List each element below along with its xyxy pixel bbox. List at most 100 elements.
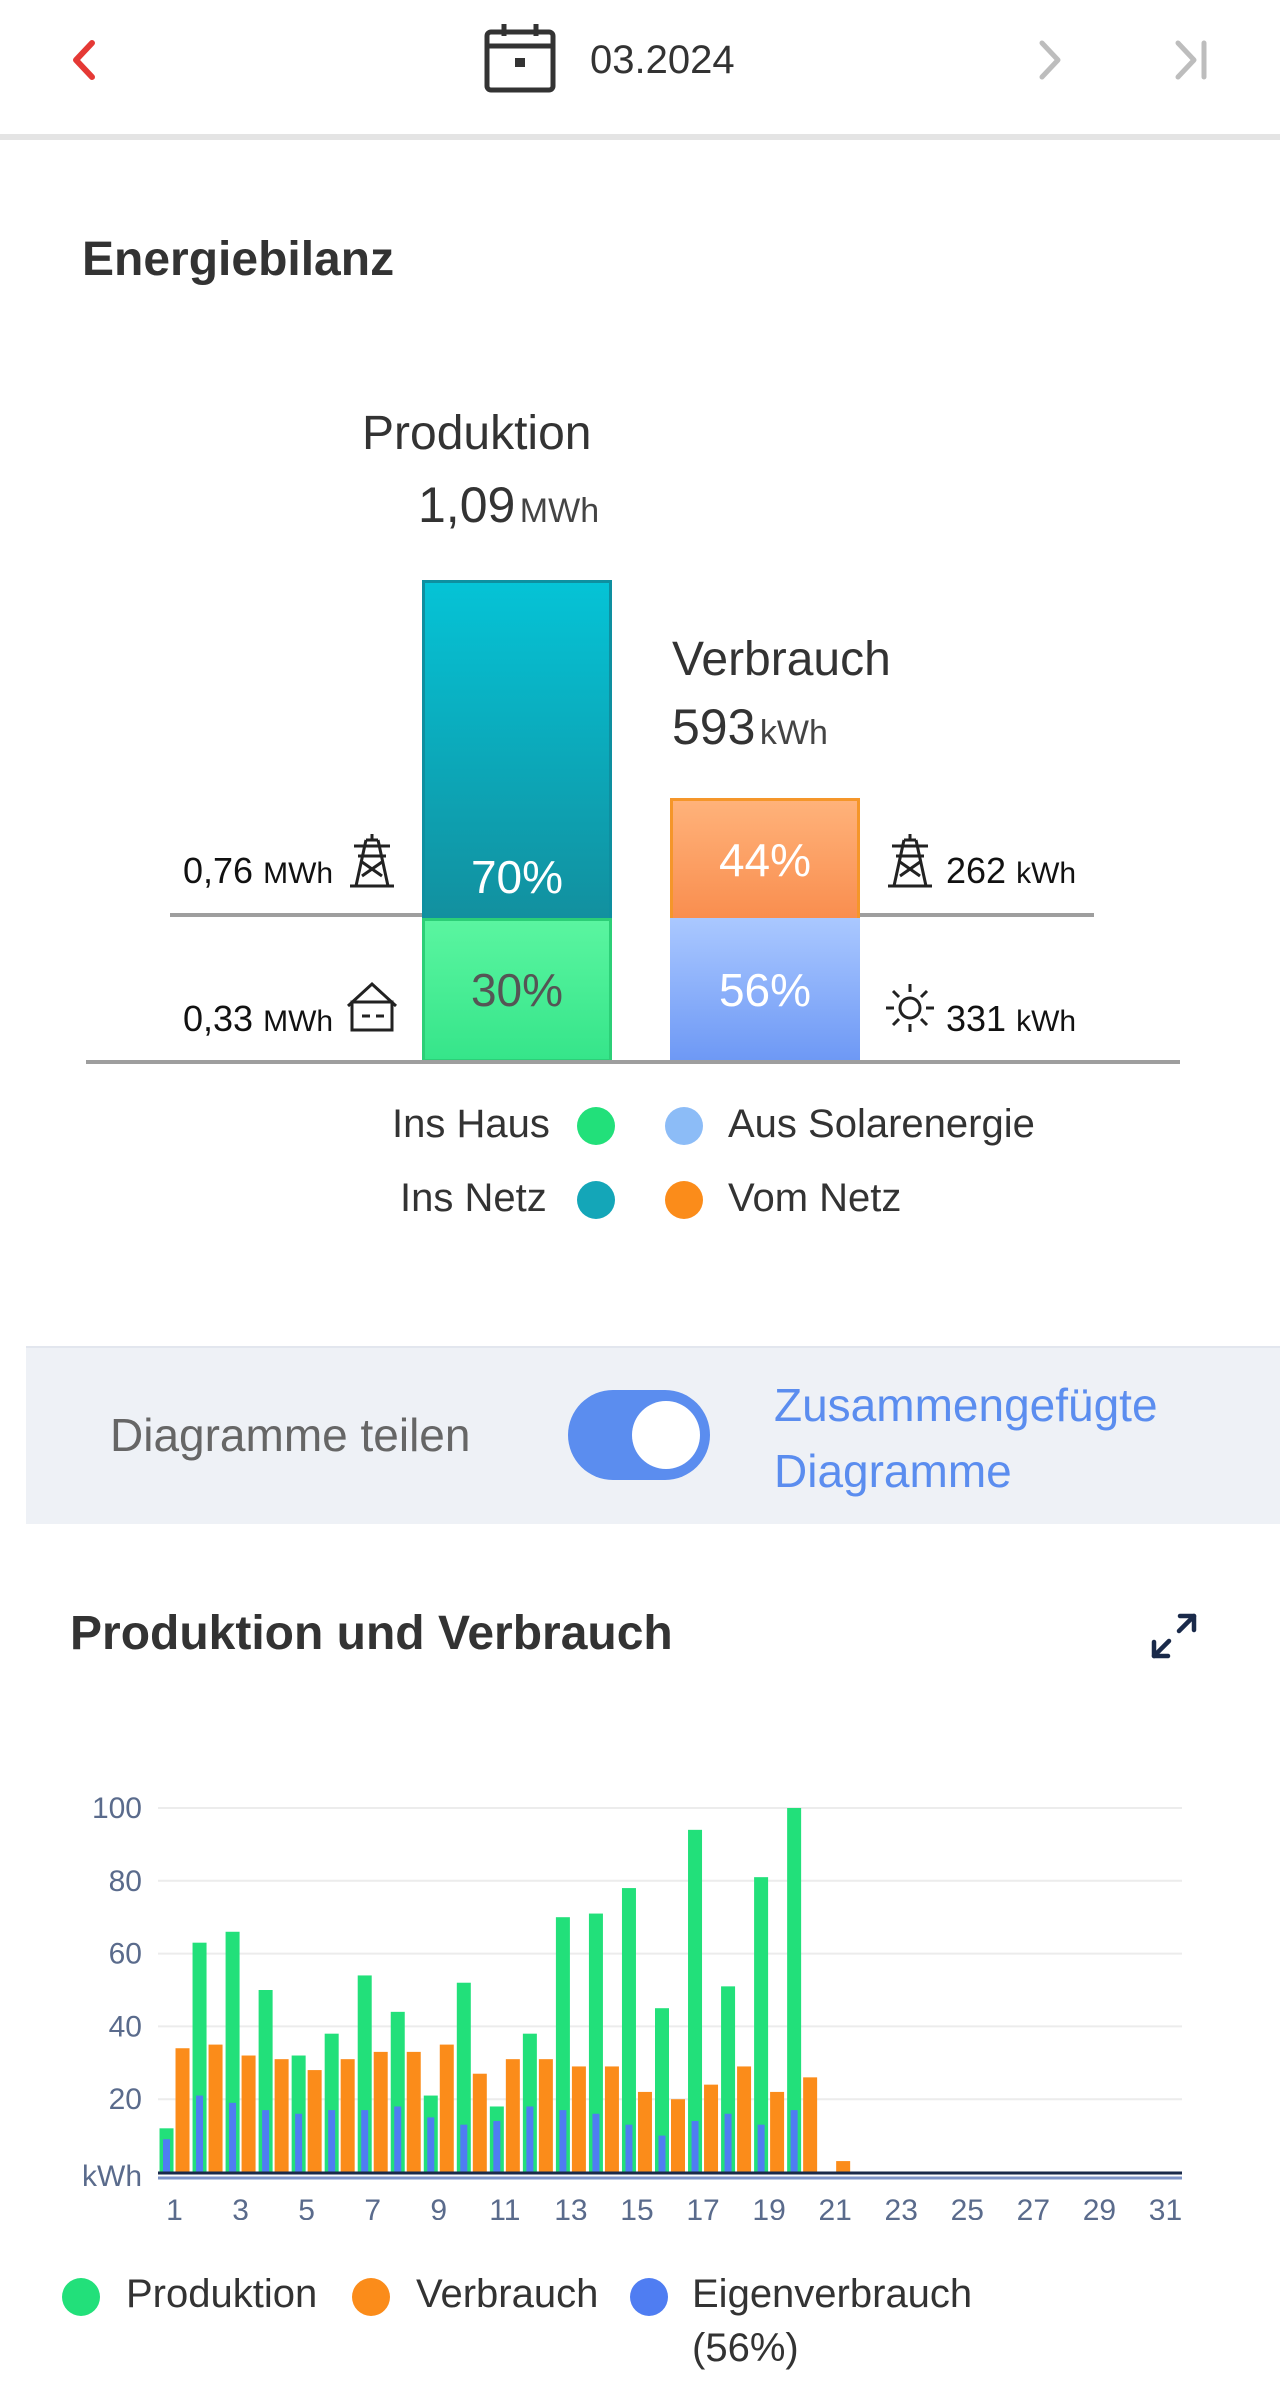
x-tick-label: 23 [885,2194,918,2220]
bar-eigenverbrauch [295,2113,303,2172]
merged-charts-label-line1: Zusammengefügte [774,1379,1158,1431]
legend-vom-netz-label: Vom Netz [728,1176,902,1220]
legend-ins-haus-dot [577,1107,615,1145]
bar-produktion [621,1888,636,2172]
bar-eigenverbrauch [394,2106,402,2172]
chart-title: Produktion und Verbrauch [70,1607,673,1660]
bar-produktion [655,2008,669,2172]
bar-eigenverbrauch [625,2124,633,2172]
production-house-percent: 30% [470,964,564,1016]
bar-eigenverbrauch [460,2124,468,2172]
x-tick-label: 3 [232,2194,249,2220]
bar-verbrauch [737,2066,752,2172]
bar-verbrauch [241,2055,256,2172]
legend-eigenverbrauch-dot [630,2278,668,2316]
bar-eigenverbrauch [592,2113,600,2172]
y-tick-label: 40 [109,2010,142,2043]
bar-verbrauch [439,2044,454,2172]
x-tick-label: 5 [298,2194,315,2220]
x-tick-label: 25 [951,2194,984,2220]
baseline [86,1060,1180,1064]
house-icon [346,981,398,1032]
bar-eigenverbrauch [493,2121,501,2172]
toggle-knob [632,1401,700,1469]
previous-month-button[interactable] [54,30,114,90]
y-tick-label: 80 [109,1865,142,1898]
consumption-grid-percent: 44% [718,833,812,886]
x-tick-label: 13 [554,2194,587,2220]
sun-icon [886,984,934,1032]
bar-verbrauch [836,2161,851,2172]
bar-verbrauch [175,2048,190,2172]
production-grid-bar: 70% [422,580,612,918]
split-charts-label[interactable]: Diagramme teilen [110,1409,471,1461]
bar-verbrauch [505,2059,520,2172]
chart-mode-toggle[interactable] [568,1390,710,1480]
bar-verbrauch [538,2059,553,2172]
production-total: 1,09 MWh [418,476,599,534]
next-month-button[interactable] [1020,30,1080,90]
chevron-left-icon [73,40,95,80]
y-axis-label: kWh [82,2160,142,2193]
legend-ins-haus-label: Ins Haus [392,1102,550,1146]
bar-eigenverbrauch [361,2110,369,2172]
merged-charts-label[interactable]: Zusammengefügte Diagramme [774,1372,1254,1504]
expand-icon[interactable] [1146,1608,1202,1664]
consumption-label: Verbrauch [672,633,891,686]
bar-verbrauch [307,2070,322,2172]
x-tick-label: 29 [1083,2194,1116,2220]
bar-verbrauch [604,2066,619,2172]
production-value: 1,09 [418,477,516,533]
consumption-total: 593 kWh [672,698,828,756]
bar-verbrauch [340,2059,355,2172]
bar-verbrauch [704,2084,719,2172]
bar-verbrauch [671,2099,685,2172]
power-tower-icon [888,834,932,888]
bar-eigenverbrauch [757,2124,765,2172]
x-tick-label: 11 [489,2194,520,2220]
bar-produktion [555,1917,570,2172]
power-tower-icon [350,834,394,888]
bar-verbrauch [571,2066,586,2172]
bar-produktion [588,1913,603,2172]
bar-eigenverbrauch [196,2095,204,2172]
legend-verbrauch-label: Verbrauch [416,2272,599,2316]
merged-charts-label-line2: Diagramme [774,1445,1012,1497]
legend-produktion-label: Produktion [126,2272,318,2316]
x-tick-label: 21 [818,2194,851,2220]
bar-verbrauch [637,2091,652,2172]
bar-eigenverbrauch [229,2102,237,2172]
bar-verbrauch [208,2044,223,2172]
bar-produktion [688,1829,703,2172]
y-tick-label: 100 [92,1792,142,1825]
legend-ins-netz-label: Ins Netz [400,1176,547,1220]
consumption-solar-percent: 56% [718,964,812,1016]
consumption-value: 593 [672,699,756,755]
bar-verbrauch [274,2059,289,2172]
x-tick-label: 7 [364,2194,381,2220]
bar-produktion [456,1982,471,2172]
last-month-button[interactable] [1162,30,1222,90]
x-tick-label: 27 [1017,2194,1050,2220]
bar-eigenverbrauch [790,2110,798,2172]
x-tick-label: 31 [1149,2194,1182,2220]
current-period[interactable]: 03.2024 [590,38,735,82]
legend-vom-netz-dot [665,1181,703,1219]
calendar-icon[interactable] [482,20,558,96]
bar-verbrauch [472,2073,487,2172]
bar-verbrauch [770,2091,785,2172]
bar-eigenverbrauch [526,2106,534,2172]
consumption-solar-bar: 56% [670,918,860,1062]
legend-verbrauch-dot [352,2278,390,2316]
legend-ins-netz-dot [577,1181,615,1219]
energy-balance-title: Energiebilanz [82,233,395,286]
to-house-value: 0,33 MWh [183,998,334,1039]
x-tick-label: 19 [752,2194,785,2220]
divider-line-right [860,913,1094,917]
exported-to-grid-value: 0,76 MWh [183,850,334,891]
production-label: Produktion [362,407,592,460]
legend-eigenverbrauch-percent: (56%) [692,2326,799,2370]
production-grid-percent: 70% [470,851,564,903]
legend-aus-solar-dot [665,1107,703,1145]
